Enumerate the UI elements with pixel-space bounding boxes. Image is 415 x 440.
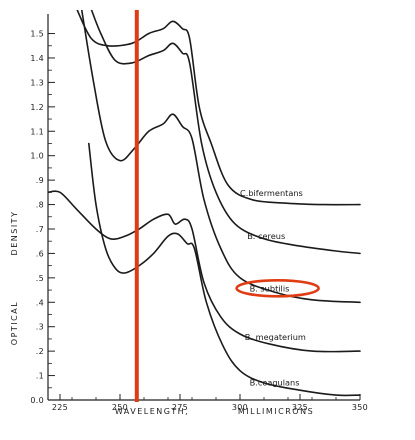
x-axis-label-left: WAVELENGTH, — [115, 407, 189, 416]
curve-label-b-megaterium: B. megaterium — [245, 332, 306, 342]
x-tick-label: 250 — [112, 403, 128, 412]
curve-b-megaterium — [48, 190, 361, 353]
curve-b-cereus — [90, 10, 361, 255]
curve-c-bifermentans — [76, 10, 361, 206]
x-tick-label: 275 — [172, 403, 188, 412]
y-tick-label: 1.2 — [30, 103, 44, 112]
curve-b-subtilis — [80, 10, 361, 304]
y-tick-label: .7 — [36, 225, 44, 234]
y-tick-label: .3 — [36, 323, 44, 332]
y-tick-label: .6 — [36, 249, 44, 258]
y-axis-label-right: DENSITY — [10, 211, 19, 256]
highlight-ellipse — [235, 278, 320, 298]
y-tick-label: 1.1 — [30, 127, 44, 136]
curve-b-coagulans — [88, 142, 361, 397]
y-tick-label: .9 — [36, 176, 44, 185]
axes — [47, 14, 360, 401]
x-axis-label-right: MILLIMICRONS — [238, 407, 314, 416]
y-tick-label: 1.0 — [30, 152, 44, 161]
y-tick-labels: 0.0 .1 .2 .3 .4 .5 .6 .7 .8 .9 1.0 1.1 1.2 1.3 1.4 1.5 — [30, 30, 44, 405]
x-tick-label: 225 — [52, 403, 68, 412]
x-tick-label: 325 — [292, 403, 308, 412]
curve-label-b-cereus: B. cereus — [247, 231, 285, 241]
y-tick-label: .4 — [36, 298, 44, 307]
x-tick-label: 300 — [232, 403, 248, 412]
y-axis-label-left: OPTICAL — [10, 301, 19, 345]
x-tick-label: 350 — [352, 403, 368, 412]
curve-labels: C.bifermentans B. cereus B. subtilis B. meg… — [240, 188, 306, 387]
x-tick-labels: 225 250 275 300 325 350 — [52, 403, 368, 412]
curve-label-b-subtilis: B. subtilis — [250, 283, 290, 293]
y-tick-label: 1.3 — [30, 78, 44, 87]
y-tick-label: 1.5 — [30, 30, 44, 39]
y-tick-label: .1 — [36, 372, 44, 381]
y-tick-label: .2 — [36, 347, 44, 356]
curve-label-b-coagulans: B.coagulans — [250, 377, 300, 387]
annotation-overlays — [134, 10, 320, 402]
y-tick-label: 0.0 — [30, 396, 44, 405]
y-tick-label: 1.4 — [30, 54, 44, 63]
y-tick-label: .5 — [36, 274, 44, 283]
absorption-curves — [48, 10, 361, 397]
y-tick-label: .8 — [36, 201, 44, 210]
curve-label-c-bifermentans: C.bifermentans — [240, 188, 303, 198]
